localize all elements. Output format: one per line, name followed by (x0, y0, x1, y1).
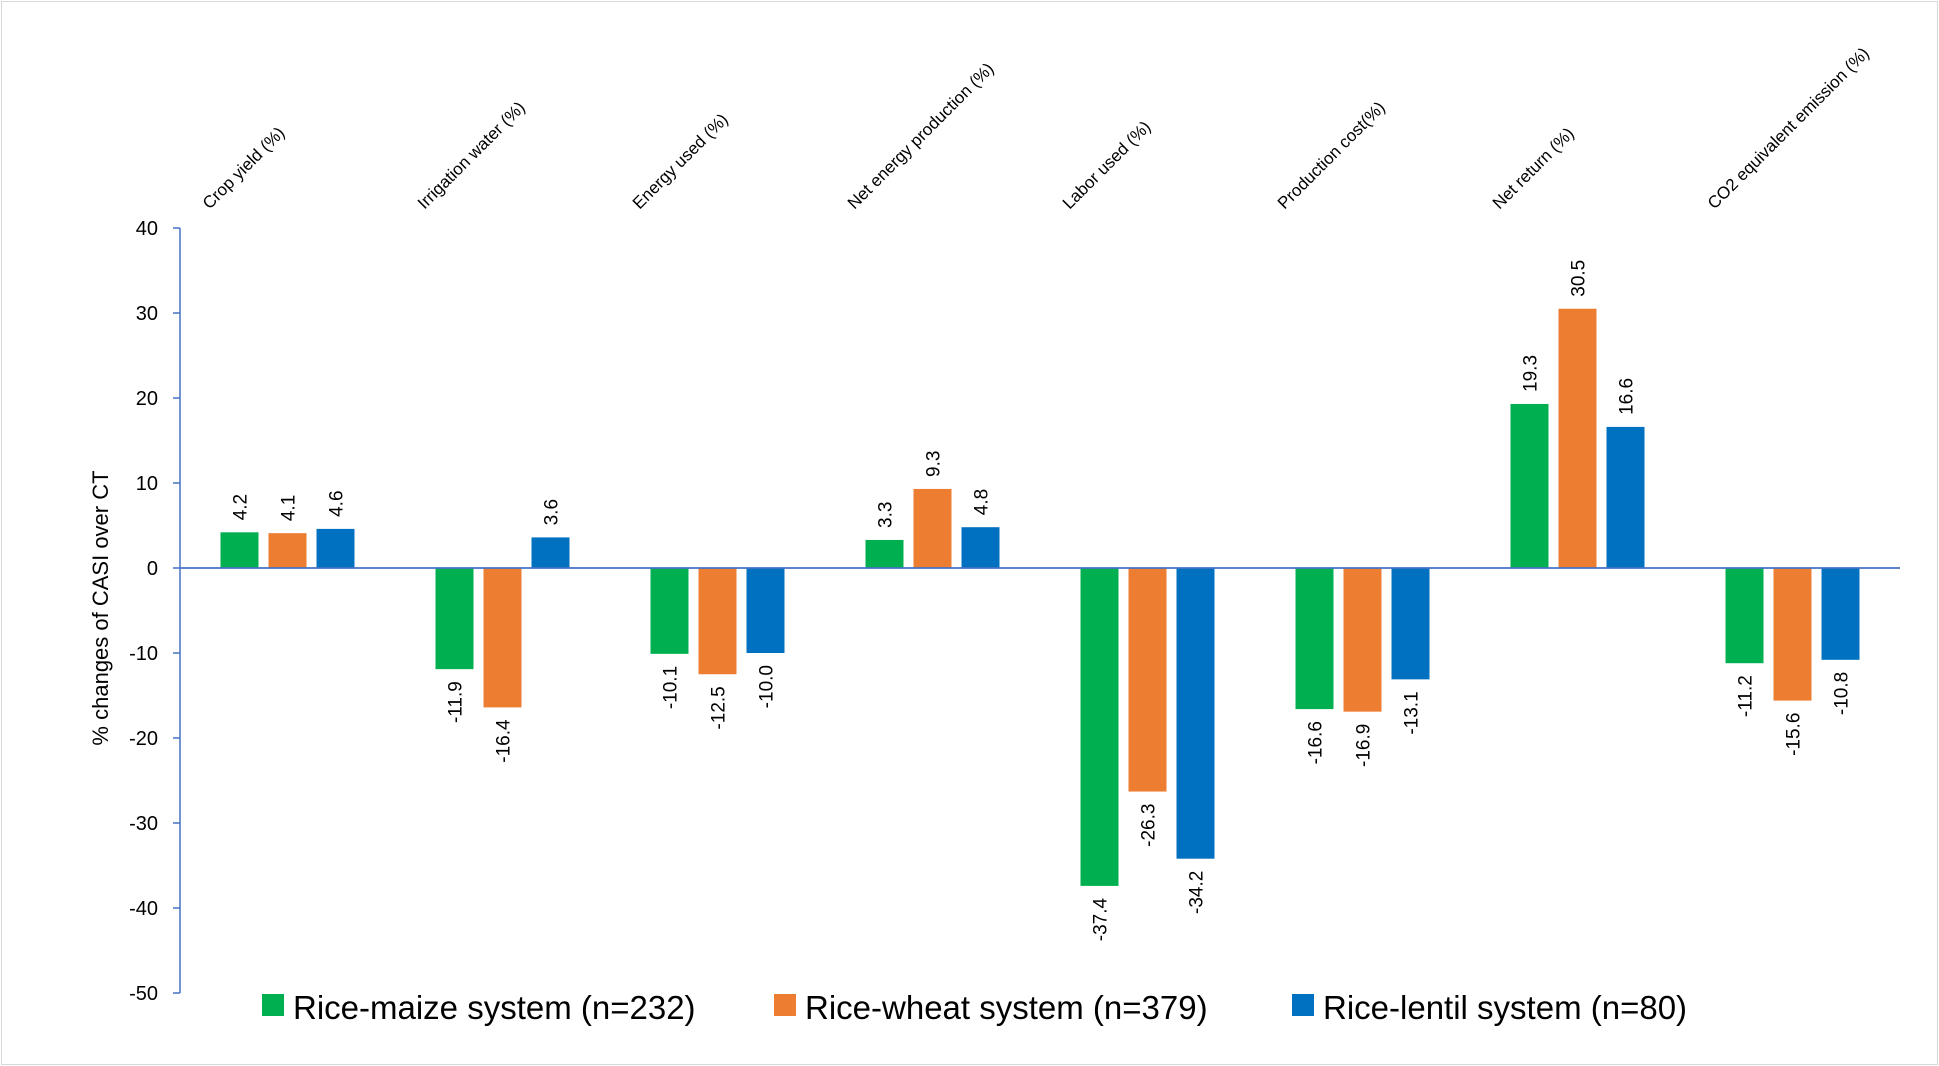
category-label: Labor used (%) (1059, 117, 1155, 213)
bar (1343, 568, 1382, 712)
legend-item: Rice-wheat system (n=379) (774, 989, 1208, 1026)
bar (483, 568, 522, 708)
legend-label: Rice-maize system (n=232) (293, 989, 696, 1026)
data-labels: 4.2 4.1 4.6 -11.9 -16.4 3.6 -10.1 -12.5 -10.0 3.3… (231, 260, 1853, 941)
legend-item: Rice-maize system (n=232) (262, 989, 696, 1026)
legend-swatch (774, 994, 796, 1016)
bar (1725, 568, 1764, 664)
bar (268, 533, 307, 568)
data-label: -26.3 (1139, 804, 1160, 847)
bar (1821, 568, 1860, 660)
bar (865, 539, 904, 568)
bar (1391, 568, 1430, 680)
bar (1128, 568, 1167, 792)
bar (1176, 568, 1215, 859)
bar (316, 528, 355, 568)
bar (746, 568, 785, 653)
data-label: -16.9 (1354, 724, 1375, 767)
category-label: Irrigation water (%) (414, 98, 529, 213)
bar (1295, 568, 1334, 710)
legend: Rice-maize system (n=232) Rice-wheat syst… (262, 989, 1687, 1026)
y-tick-label: 30 (136, 303, 158, 325)
bar (913, 488, 952, 568)
category-labels: Crop yield (%) Irrigation water (%) Energy… (199, 44, 1873, 213)
legend-item: Rice-lentil system (n=80) (1292, 989, 1687, 1026)
y-tick-label: 0 (147, 558, 158, 580)
data-label: -34.2 (1187, 871, 1208, 914)
category-label: Crop yield (%) (199, 123, 289, 213)
legend-label: Rice-wheat system (n=379) (805, 989, 1208, 1026)
data-label: 4.8 (972, 489, 993, 515)
data-label: 3.3 (876, 502, 897, 528)
bar (1558, 308, 1597, 568)
bar (1080, 568, 1119, 886)
data-label: -11.2 (1736, 675, 1757, 717)
data-label: -16.6 (1306, 721, 1327, 764)
y-tick-label: 40 (136, 218, 158, 240)
data-label: 4.1 (279, 495, 300, 521)
y-tick-label: -50 (129, 983, 158, 1005)
data-label: -12.5 (709, 686, 730, 729)
y-tick-label: 20 (136, 388, 158, 410)
y-axis-title: % changes of CASI over CT (88, 470, 113, 745)
data-label: -11.9 (446, 681, 467, 723)
legend-swatch (262, 994, 284, 1016)
y-tick-label: 10 (136, 473, 158, 495)
bar (1606, 426, 1645, 568)
bars (220, 308, 1860, 886)
bar (1773, 568, 1812, 701)
bar (650, 568, 689, 654)
legend-swatch (1292, 994, 1314, 1016)
y-tick-label: -30 (129, 813, 158, 835)
data-label: 4.6 (327, 490, 348, 516)
category-label: CO2 equivalent emission (%) (1704, 44, 1873, 213)
legend-label: Rice-lentil system (n=80) (1323, 989, 1687, 1026)
data-label: -10.1 (661, 666, 682, 709)
bar (1510, 403, 1549, 568)
data-label: 19.3 (1521, 355, 1542, 392)
data-label: 9.3 (924, 451, 945, 477)
y-axis: 40 30 20 10 0 -10 -20 -30 -40 -50 (129, 218, 181, 1005)
data-label: 4.2 (231, 494, 252, 520)
category-label: Energy used (%) (629, 110, 732, 213)
y-tick-label: -10 (129, 643, 158, 665)
data-label: 30.5 (1569, 260, 1590, 297)
data-label: -37.4 (1091, 897, 1112, 941)
y-tick-label: -40 (129, 898, 158, 920)
bar (961, 527, 1000, 568)
data-label: -15.6 (1784, 713, 1805, 756)
data-label: -13.1 (1402, 691, 1423, 734)
data-label: 16.6 (1617, 378, 1638, 415)
data-label: -10.0 (757, 665, 778, 708)
category-label: Production cost(%) (1274, 98, 1389, 213)
bar (435, 568, 474, 670)
category-label: Net return (%) (1489, 124, 1578, 213)
bar (698, 568, 737, 675)
bar (220, 532, 259, 568)
data-label: -10.8 (1832, 672, 1853, 715)
y-tick-label: -20 (129, 728, 158, 750)
data-label: 3.6 (542, 499, 563, 525)
bar (531, 537, 570, 568)
data-label: -16.4 (494, 719, 515, 763)
category-label: Net energy production (%) (844, 59, 998, 213)
